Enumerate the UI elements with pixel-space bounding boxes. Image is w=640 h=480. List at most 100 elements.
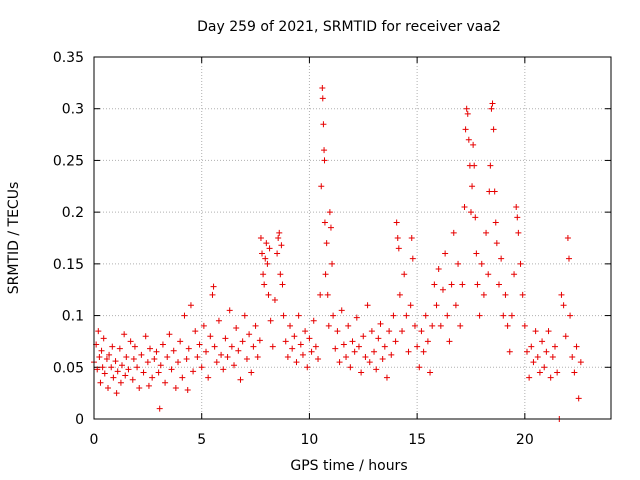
- data-point: [543, 348, 550, 355]
- data-point: [431, 281, 438, 288]
- data-point: [340, 341, 347, 348]
- data-point: [528, 343, 535, 350]
- data-point: [322, 271, 329, 278]
- data-point: [310, 317, 317, 324]
- data-point: [366, 359, 373, 366]
- data-point: [295, 312, 302, 319]
- data-point: [401, 271, 408, 278]
- data-point: [280, 312, 287, 319]
- data-point: [117, 379, 124, 386]
- data-point: [183, 356, 190, 363]
- data-point: [187, 302, 194, 309]
- data-point: [478, 260, 485, 267]
- data-point: [444, 312, 451, 319]
- data-point: [261, 281, 268, 288]
- data-point: [142, 333, 149, 340]
- data-point: [153, 348, 160, 355]
- data-point: [519, 291, 526, 298]
- x-tick-label: 5: [197, 432, 206, 448]
- data-point: [405, 348, 412, 355]
- data-point: [490, 126, 497, 133]
- data-point: [131, 343, 138, 350]
- data-point: [144, 359, 151, 366]
- data-point: [513, 203, 520, 210]
- data-point: [489, 100, 496, 107]
- data-point: [442, 250, 449, 257]
- data-point: [459, 281, 466, 288]
- data-point: [110, 374, 117, 381]
- data-point: [100, 335, 107, 342]
- data-point: [485, 271, 492, 278]
- data-point: [237, 376, 244, 383]
- data-point: [166, 331, 173, 338]
- data-point: [521, 322, 528, 329]
- data-point: [558, 291, 565, 298]
- data-point: [467, 209, 474, 216]
- data-point: [274, 250, 281, 257]
- data-point: [424, 338, 431, 345]
- data-point: [308, 348, 315, 355]
- data-point: [532, 328, 539, 335]
- data-point: [129, 376, 136, 383]
- data-point: [403, 312, 410, 319]
- data-point: [278, 242, 285, 249]
- data-point: [321, 219, 328, 226]
- data-point: [235, 347, 242, 354]
- data-point: [360, 333, 367, 340]
- data-point: [377, 320, 384, 327]
- data-point: [355, 343, 362, 350]
- data-point: [103, 356, 110, 363]
- data-point: [470, 141, 477, 148]
- data-point: [343, 353, 350, 360]
- data-point: [269, 343, 276, 350]
- data-point: [198, 364, 205, 371]
- data-point: [323, 240, 330, 247]
- data-point: [541, 364, 548, 371]
- data-point: [472, 214, 479, 221]
- data-point: [109, 343, 116, 350]
- data-point: [411, 322, 418, 329]
- data-point: [196, 341, 203, 348]
- data-point: [267, 317, 274, 324]
- data-point: [226, 307, 233, 314]
- data-point: [463, 105, 470, 112]
- data-point: [375, 335, 382, 342]
- data-point: [293, 359, 300, 366]
- data-point: [190, 368, 197, 375]
- data-point: [101, 370, 108, 377]
- data-point: [231, 362, 238, 369]
- data-point: [349, 338, 356, 345]
- data-point: [448, 281, 455, 288]
- data-point: [395, 245, 402, 252]
- data-point: [233, 324, 240, 331]
- data-point: [151, 356, 158, 363]
- data-point: [266, 245, 273, 252]
- data-point: [504, 322, 511, 329]
- data-point: [498, 255, 505, 262]
- data-point: [353, 314, 360, 321]
- data-point: [471, 162, 478, 169]
- data-point: [257, 235, 264, 241]
- data-point: [464, 110, 471, 117]
- data-point: [224, 353, 231, 360]
- data-point: [446, 338, 453, 345]
- x-tick-label: 10: [301, 432, 319, 448]
- data-point: [488, 105, 495, 112]
- data-point: [312, 343, 319, 350]
- data-point: [517, 260, 524, 267]
- chart-title: Day 259 of 2021, SRMTID for receiver vaa…: [197, 19, 501, 35]
- data-point: [248, 369, 255, 376]
- data-point: [486, 188, 493, 195]
- data-point: [319, 95, 326, 102]
- data-point: [263, 240, 270, 247]
- data-point: [215, 317, 222, 324]
- data-point: [327, 224, 334, 231]
- data-point: [534, 353, 541, 360]
- data-point: [492, 219, 499, 226]
- data-point: [192, 328, 199, 335]
- data-point: [539, 338, 546, 345]
- data-point: [416, 364, 423, 371]
- data-point: [218, 351, 225, 358]
- data-point: [418, 328, 425, 335]
- data-point: [243, 356, 250, 363]
